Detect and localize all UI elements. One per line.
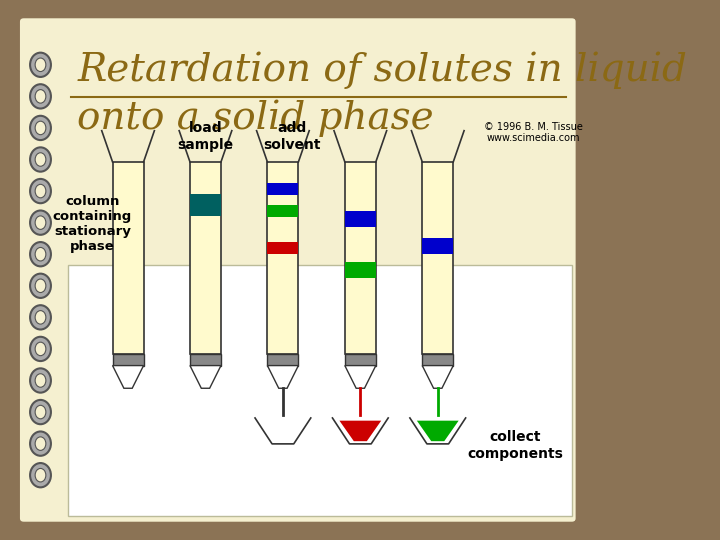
Text: collect
components: collect components [467, 430, 563, 461]
Ellipse shape [30, 116, 51, 140]
Bar [345, 211, 376, 227]
Bar [267, 162, 298, 354]
Ellipse shape [30, 274, 51, 298]
Ellipse shape [35, 374, 46, 387]
Bar [345, 162, 376, 354]
Ellipse shape [35, 90, 46, 103]
Polygon shape [112, 366, 143, 388]
Text: load
sample: load sample [177, 122, 233, 152]
Bar [267, 205, 298, 217]
Text: add
solvent: add solvent [263, 122, 320, 152]
Polygon shape [422, 366, 454, 388]
Bar [267, 183, 298, 195]
Ellipse shape [30, 179, 51, 203]
Bar [345, 262, 376, 278]
FancyBboxPatch shape [18, 16, 577, 524]
Ellipse shape [30, 53, 51, 77]
Polygon shape [345, 366, 376, 388]
Bar [190, 354, 221, 366]
Ellipse shape [35, 310, 46, 324]
Ellipse shape [35, 184, 46, 198]
Bar [345, 354, 376, 366]
Ellipse shape [35, 153, 46, 166]
Text: column
containing
stationary
phase: column containing stationary phase [53, 195, 132, 253]
Ellipse shape [35, 406, 46, 419]
Ellipse shape [35, 279, 46, 293]
Ellipse shape [30, 400, 51, 424]
Ellipse shape [35, 437, 46, 450]
Ellipse shape [30, 305, 51, 329]
Text: onto a solid phase: onto a solid phase [78, 100, 434, 137]
Ellipse shape [30, 431, 51, 456]
Ellipse shape [35, 247, 46, 261]
Bar [422, 162, 454, 354]
Ellipse shape [30, 463, 51, 487]
Ellipse shape [30, 147, 51, 172]
Polygon shape [267, 366, 298, 388]
Text: © 1996 B. M. Tissue
www.scimedia.com: © 1996 B. M. Tissue www.scimedia.com [484, 122, 582, 143]
Ellipse shape [35, 121, 46, 134]
Ellipse shape [30, 242, 51, 266]
Bar [112, 162, 143, 354]
Bar [422, 238, 454, 254]
Bar [190, 162, 221, 354]
Bar [267, 242, 298, 254]
Ellipse shape [35, 468, 46, 482]
Bar [68, 265, 572, 516]
Bar [112, 354, 143, 366]
Ellipse shape [35, 58, 46, 71]
Ellipse shape [30, 84, 51, 109]
Ellipse shape [30, 211, 51, 235]
Polygon shape [190, 366, 221, 388]
Bar [422, 354, 454, 366]
Bar [190, 194, 221, 216]
Ellipse shape [35, 216, 46, 229]
Ellipse shape [30, 368, 51, 393]
Ellipse shape [35, 342, 46, 356]
Ellipse shape [30, 337, 51, 361]
Polygon shape [417, 421, 459, 441]
Bar [267, 354, 298, 366]
Text: Retardation of solutes in liquid: Retardation of solutes in liquid [78, 51, 688, 89]
Polygon shape [339, 421, 381, 441]
